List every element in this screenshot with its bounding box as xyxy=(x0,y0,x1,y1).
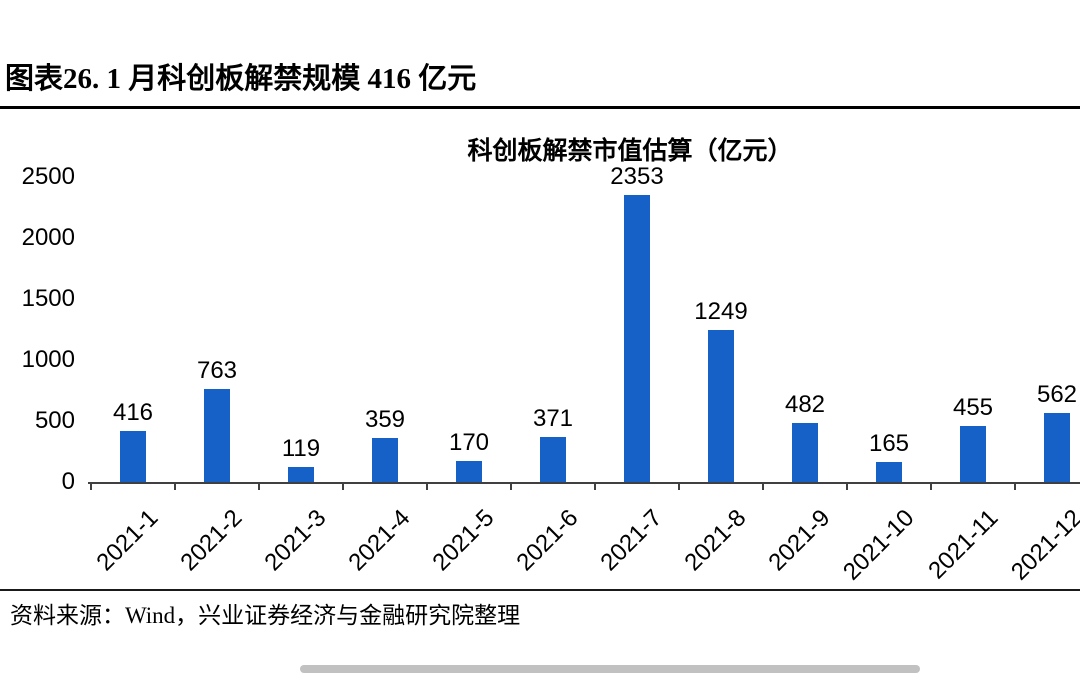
bar-value-label: 170 xyxy=(448,429,490,456)
x-axis-label: 2021-2 xyxy=(175,504,248,577)
x-axis-label: 2021-11 xyxy=(923,504,1004,585)
axis-tick-mark xyxy=(1014,482,1016,490)
y-axis-label: 2000 xyxy=(21,224,75,251)
y-axis-label: 2500 xyxy=(21,163,75,190)
bar xyxy=(792,423,818,482)
bar xyxy=(120,431,146,482)
axis-tick-mark xyxy=(426,482,428,490)
axis-tick-mark xyxy=(174,482,176,490)
bar xyxy=(372,438,398,482)
bar xyxy=(876,462,902,482)
y-axis-label: 500 xyxy=(34,407,75,434)
x-axis-label: 2021-7 xyxy=(595,504,668,577)
x-axis-label: 2021-8 xyxy=(679,504,752,577)
x-axis-label: 2021-1 xyxy=(91,504,164,577)
caption-divider-line xyxy=(0,106,1080,109)
chart-title: 科创板解禁市值估算（亿元） xyxy=(467,138,793,165)
axis-tick-mark xyxy=(258,482,260,490)
axis-tick-mark xyxy=(762,482,764,490)
bar-value-label: 416 xyxy=(112,399,154,426)
bar xyxy=(708,330,734,482)
footer-divider-line xyxy=(0,589,1080,591)
bar-value-label: 165 xyxy=(868,430,910,457)
bar xyxy=(960,426,986,482)
axis-tick-mark xyxy=(930,482,932,490)
axis-tick-mark xyxy=(90,482,92,490)
bar-value-label: 763 xyxy=(196,357,238,384)
bar-value-label: 359 xyxy=(364,406,406,433)
bar-value-label: 562 xyxy=(1036,381,1078,408)
bar xyxy=(1044,413,1070,482)
bar-value-label: 1249 xyxy=(694,298,748,325)
x-axis-label: 2021-4 xyxy=(343,504,416,577)
x-axis-label: 2021-10 xyxy=(838,504,920,586)
bar-value-label: 2353 xyxy=(610,163,664,190)
axis-tick-mark xyxy=(510,482,512,490)
figure-caption: 图表26. 1 月科创板解禁规模 416 亿元 xyxy=(5,63,477,95)
axis-tick-mark xyxy=(678,482,680,490)
x-axis-label: 2021-6 xyxy=(511,504,584,577)
axis-tick-mark xyxy=(846,482,848,490)
bar xyxy=(456,461,482,482)
bar-value-label: 482 xyxy=(784,391,826,418)
x-axis-label: 2021-5 xyxy=(427,504,500,577)
y-axis-label: 0 xyxy=(61,468,75,495)
plot-area: 416 2021-1 763 2021-2 119 2021-3 359 2021-4 170 2… xyxy=(22,163,1080,586)
y-axis-label: 1000 xyxy=(21,346,75,373)
bar-value-label: 119 xyxy=(281,435,321,462)
x-axis-label: 2021-9 xyxy=(763,504,836,577)
axis-tick-mark xyxy=(594,482,596,490)
horizontal-scrollbar-thumb[interactable] xyxy=(300,665,920,673)
bar xyxy=(288,467,314,482)
bar-value-label: 371 xyxy=(532,405,574,432)
bar-value-label: 455 xyxy=(952,394,994,421)
bar xyxy=(540,437,566,482)
bar xyxy=(204,389,230,482)
source-note: 资料来源：Wind，兴业证券经济与金融研究院整理 xyxy=(10,603,521,628)
bar xyxy=(624,195,650,482)
x-axis-label: 2021-12 xyxy=(1006,504,1080,586)
y-axis-label: 1500 xyxy=(21,285,75,312)
axis-tick-mark xyxy=(342,482,344,490)
x-axis-label: 2021-3 xyxy=(259,504,332,577)
